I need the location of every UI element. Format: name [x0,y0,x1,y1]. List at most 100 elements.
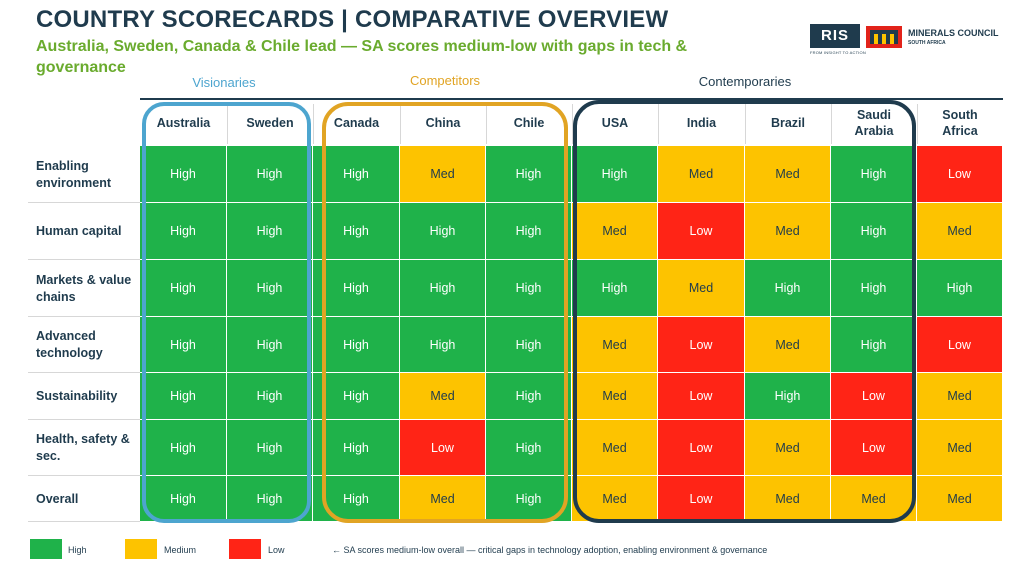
col-header-usa: USA [572,101,658,145]
score-cell-human-capital-saudi-arabia: High [831,203,917,260]
row-divider [28,202,140,203]
row-divider [28,521,140,522]
score-cell-human-capital-canada: High [313,203,400,260]
score-cell-markets-value-chains-india: Med [658,260,745,317]
score-cell-enabling-environment-canada: High [313,146,400,203]
score-cell-overall-china: Med [400,476,486,522]
score-cell-enabling-environment-south-africa: Low [917,146,1003,203]
group-label-competitors: Competitors [409,73,481,88]
header-separator [917,104,918,144]
col-header-chile: Chile [486,101,572,145]
score-cell-health-safety-sec-australia: High [140,420,227,476]
score-cell-sustainability-saudi-arabia: Low [831,373,917,420]
score-cell-advanced-technology-saudi-arabia: High [831,317,917,373]
score-cell-advanced-technology-sweden: High [227,317,313,373]
header-rule [140,98,1003,100]
header-separator [831,104,832,144]
score-cell-human-capital-brazil: Med [745,203,831,260]
row-label-health-safety-sec: Health, safety & sec. [36,432,130,463]
score-cell-sustainability-canada: High [313,373,400,420]
score-cell-sustainability-usa: Med [572,373,658,420]
score-cell-markets-value-chains-saudi-arabia: High [831,260,917,317]
footnote: ← SA scores medium-low overall — critica… [332,545,768,555]
score-cell-overall-south-africa: Med [917,476,1003,522]
row-divider [28,372,140,373]
score-cell-markets-value-chains-chile: High [486,260,572,317]
score-cell-overall-saudi-arabia: Med [831,476,917,522]
row-label-advanced-technology: Advanced technology [36,329,103,360]
row-label-sustainability: Sustainability [36,389,118,403]
score-cell-human-capital-india: Low [658,203,745,260]
score-cell-enabling-environment-chile: High [486,146,572,203]
score-cell-markets-value-chains-usa: High [572,260,658,317]
legend-low-swatch [229,539,261,559]
score-cell-overall-canada: High [313,476,400,522]
row-divider [28,475,140,476]
legend-low-label: Low [268,545,285,555]
score-cell-human-capital-australia: High [140,203,227,260]
score-cell-sustainability-china: Med [400,373,486,420]
score-cell-health-safety-sec-brazil: Med [745,420,831,476]
col-header-canada: Canada [313,101,400,145]
minerals-council-logo-icon [866,26,902,48]
score-cell-advanced-technology-chile: High [486,317,572,373]
score-cell-health-safety-sec-saudi-arabia: Low [831,420,917,476]
score-cell-overall-brazil: Med [745,476,831,522]
logos: RIS FROM INSIGHT TO ACTION MINERALS COUN… [810,22,1010,58]
col-header-south-africa: South Africa [917,101,1003,145]
score-cell-advanced-technology-india: Low [658,317,745,373]
score-cell-markets-value-chains-china: High [400,260,486,317]
score-cell-enabling-environment-india: Med [658,146,745,203]
ris-logo: RIS [810,24,860,48]
score-cell-sustainability-brazil: High [745,373,831,420]
score-cell-health-safety-sec-canada: High [313,420,400,476]
score-cell-sustainability-south-africa: Med [917,373,1003,420]
row-label-markets-value-chains: Markets & value chains [36,272,132,304]
ris-tagline: FROM INSIGHT TO ACTION [810,50,866,55]
score-cell-health-safety-sec-chile: High [486,420,572,476]
page-subtitle: Australia, Sweden, Canada & Chile lead —… [36,38,688,76]
score-cell-markets-value-chains-brazil: High [745,260,831,317]
row-divider [28,316,140,317]
score-cell-enabling-environment-china: Med [400,146,486,203]
score-cell-overall-usa: Med [572,476,658,522]
score-cell-enabling-environment-brazil: Med [745,146,831,203]
legend-high-label: High [68,545,87,555]
col-header-australia: Australia [140,101,227,145]
score-cell-enabling-environment-australia: High [140,146,227,203]
page-title: COUNTRY SCORECARDS | COMPARATIVE OVERVIE… [36,6,669,33]
header-separator [313,104,314,144]
score-cell-advanced-technology-usa: Med [572,317,658,373]
score-cell-human-capital-usa: Med [572,203,658,260]
header-separator [486,104,487,144]
header-separator [658,104,659,144]
row-divider [28,419,140,420]
score-cell-sustainability-chile: High [486,373,572,420]
score-cell-markets-value-chains-sweden: High [227,260,313,317]
minerals-council-sub: SOUTH AFRICA [908,40,946,46]
score-cell-sustainability-sweden: High [227,373,313,420]
score-cell-advanced-technology-australia: High [140,317,227,373]
score-cell-advanced-technology-china: High [400,317,486,373]
score-cell-human-capital-sweden: High [227,203,313,260]
score-cell-health-safety-sec-china: Low [400,420,486,476]
row-label-human-capital: Human capital [36,224,122,238]
score-cell-human-capital-china: High [400,203,486,260]
score-cell-human-capital-chile: High [486,203,572,260]
score-cell-overall-chile: High [486,476,572,522]
legend-medium-swatch [125,539,157,559]
score-cell-enabling-environment-sweden: High [227,146,313,203]
score-cell-overall-sweden: High [227,476,313,522]
score-cell-advanced-technology-canada: High [313,317,400,373]
header-separator [400,104,401,144]
row-label-enabling-environment: Enabling environment [36,158,112,190]
score-cell-health-safety-sec-sweden: High [227,420,313,476]
legend-medium-label: Medium [164,545,197,555]
col-header-sweden: Sweden [227,101,313,145]
score-cell-markets-value-chains-canada: High [313,260,400,317]
col-header-saudi-arabia: Saudi Arabia [831,101,917,145]
col-header-india: India [658,101,745,145]
score-cell-overall-india: Low [658,476,745,522]
score-cell-human-capital-south-africa: Med [917,203,1003,260]
score-cell-markets-value-chains-australia: High [140,260,227,317]
